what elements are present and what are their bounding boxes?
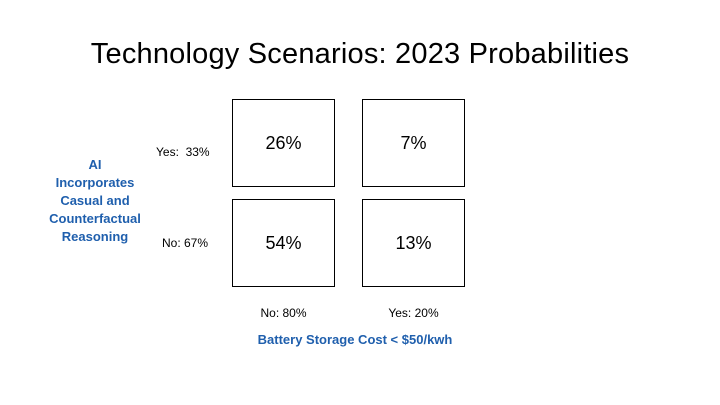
cell-ai-no-battery-no: 54% bbox=[232, 199, 335, 287]
slide-title: Technology Scenarios: 2023 Probabilities bbox=[90, 38, 630, 70]
column-label-yes: Yes: 20% bbox=[388, 306, 439, 320]
y-axis-label-line: Reasoning bbox=[61, 229, 129, 244]
x-axis-label: Battery Storage Cost < $50/kwh bbox=[257, 332, 453, 347]
cell-value: 13% bbox=[395, 232, 432, 253]
y-axis-label-line: Casual and bbox=[60, 193, 130, 208]
y-axis-label-line: Incorporates bbox=[55, 175, 135, 190]
cell-ai-yes-battery-yes: 7% bbox=[362, 99, 465, 187]
cell-value: 54% bbox=[265, 232, 302, 253]
y-axis-label-line: AI bbox=[88, 157, 102, 172]
cell-ai-no-battery-yes: 13% bbox=[362, 199, 465, 287]
y-axis-label-line: Counterfactual bbox=[49, 211, 141, 226]
cell-value: 7% bbox=[400, 132, 427, 153]
cell-value: 26% bbox=[265, 132, 302, 153]
row-label-yes: Yes: 33% bbox=[156, 145, 210, 159]
column-label-no: No: 80% bbox=[260, 306, 307, 320]
cell-ai-yes-battery-no: 26% bbox=[232, 99, 335, 187]
row-label-no: No: 67% bbox=[162, 236, 209, 250]
y-axis-label: AI Incorporates Casual and Counterfactua… bbox=[40, 156, 150, 246]
